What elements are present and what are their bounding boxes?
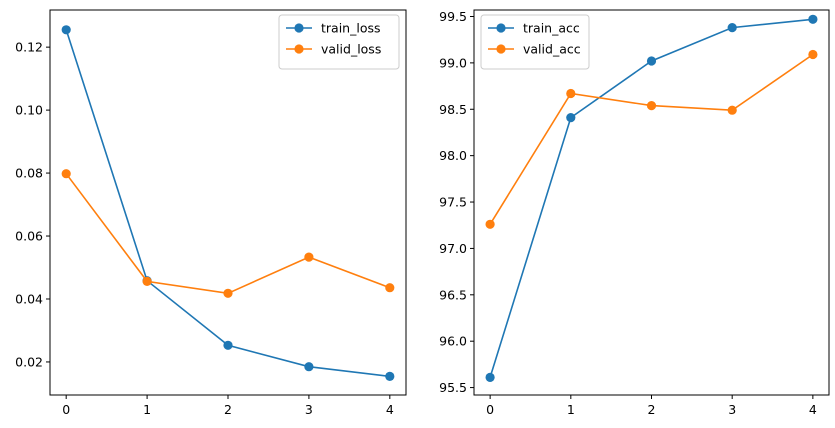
acc-y-tick-label: 95.5	[439, 380, 467, 395]
loss-y-tick-label: 0.08	[15, 166, 43, 181]
loss-point-valid_loss-4	[385, 283, 395, 293]
loss-x-tick-label: 3	[305, 402, 313, 417]
acc-y-tick-label: 99.0	[439, 55, 467, 70]
loss-series-line-train_loss	[65, 29, 390, 378]
acc-point-valid_acc-3	[727, 105, 737, 115]
accuracy-chart-panel: 0 1 2 3 4 95.5 96.0 96.5 97.0 97.5 98.0 98.5 99.0 99.…	[439, 9, 830, 417]
loss-legend: train_loss valid_loss	[278, 14, 400, 70]
acc-point-valid_acc-1	[566, 88, 576, 99]
acc-y-tick-label: 96.0	[439, 334, 467, 349]
loss-y-tick-label: 0.12	[15, 40, 43, 55]
loss-legend-marker-valid_loss	[294, 44, 304, 54]
acc-point-train_acc-2	[646, 56, 657, 66]
acc-legend: train_acc valid_acc	[480, 14, 590, 70]
loss-x-tick-label: 2	[224, 402, 232, 417]
loss-x-tick-label: 1	[143, 402, 151, 417]
loss-series-line-valid_loss	[65, 173, 391, 295]
loss-point-train_loss-2	[223, 340, 233, 350]
loss-point-valid_loss-3	[304, 252, 314, 262]
acc-y-tick-label: 99.5	[439, 9, 467, 24]
loss-legend-label-valid_loss: valid_loss	[321, 42, 381, 57]
acc-point-valid_acc-0	[485, 219, 495, 229]
loss-y-tick-label: 0.06	[15, 229, 43, 244]
acc-legend-marker-train_acc	[496, 23, 506, 33]
loss-point-train_loss-0	[61, 25, 71, 35]
acc-x-tick-label: 1	[567, 402, 575, 417]
acc-point-train_acc-4	[808, 14, 818, 24]
loss-y-tick-label: 0.02	[15, 354, 43, 369]
acc-x-tick-label: 0	[486, 402, 494, 417]
acc-point-train_acc-1	[566, 113, 576, 123]
acc-legend-label-valid_acc: valid_acc	[523, 42, 581, 57]
loss-point-train_loss-4	[385, 371, 395, 381]
loss-point-train_loss-3	[304, 362, 314, 372]
acc-y-tick-label: 98.5	[439, 102, 467, 117]
acc-point-train_acc-0	[485, 372, 495, 382]
acc-point-valid_acc-2	[646, 101, 657, 111]
loss-x-tick-label: 4	[386, 402, 394, 417]
acc-y-tick-label: 96.5	[439, 287, 467, 302]
loss-x-tick-label: 0	[62, 402, 70, 417]
loss-y-tick-label: 0.10	[15, 103, 43, 118]
acc-x-tick-label: 4	[809, 402, 817, 417]
loss-legend-label-train_loss: train_loss	[321, 21, 381, 36]
acc-y-tick-label: 97.5	[439, 195, 467, 210]
acc-series-line-valid_acc	[489, 53, 814, 225]
loss-y-tick-label: 0.04	[15, 291, 43, 306]
loss-point-valid_loss-1	[142, 276, 152, 286]
loss-legend-marker-train_loss	[294, 23, 304, 33]
acc-legend-label-train_acc: train_acc	[523, 21, 580, 36]
acc-x-tick-label: 2	[648, 402, 656, 417]
acc-y-tick-label: 98.0	[439, 148, 467, 163]
acc-point-train_acc-3	[727, 23, 737, 33]
loss-point-valid_loss-0	[61, 169, 71, 179]
acc-y-tick-label: 97.0	[439, 241, 467, 256]
acc-point-valid_acc-4	[808, 49, 818, 60]
acc-legend-marker-valid_acc	[496, 44, 506, 54]
acc-series-line-train_acc	[489, 18, 813, 378]
loss-point-valid_loss-2	[223, 288, 233, 298]
loss-chart-panel: 0 1 2 3 4 0.02 0.04 0.06 0.08 0.10 0.12 train_lossv…	[15, 9, 407, 417]
acc-x-tick-label: 3	[728, 402, 736, 417]
